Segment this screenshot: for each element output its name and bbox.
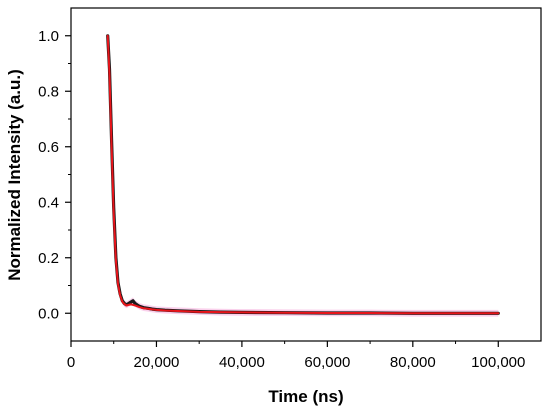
y-tick-label: 0.8 bbox=[38, 83, 59, 100]
y-axis-ticks: 0.0 0.2 0.4 0.6 0.8 1.0 bbox=[38, 28, 71, 322]
series-line-2 bbox=[106, 34, 500, 315]
y-tick-label: 0.2 bbox=[38, 250, 59, 267]
y-tick-label: 0.0 bbox=[38, 305, 59, 322]
series-layer bbox=[106, 34, 500, 315]
series-line-1 bbox=[106, 34, 500, 315]
y-axis-title: Normalized Intensity (a.u.) bbox=[5, 69, 24, 281]
y-tick-label: 1.0 bbox=[38, 28, 59, 45]
x-tick-label: 100,000 bbox=[471, 354, 525, 371]
x-tick-label: 60,000 bbox=[304, 354, 350, 371]
y-tick-label: 0.6 bbox=[38, 139, 59, 156]
x-tick-label: 40,000 bbox=[219, 354, 265, 371]
plot-frame bbox=[70, 7, 542, 342]
x-tick-label: 0 bbox=[67, 354, 75, 371]
x-axis-ticks: 0 20,000 40,000 60,000 80,000 100,000 bbox=[67, 341, 525, 371]
y-tick-label: 0.4 bbox=[38, 194, 59, 211]
x-axis-title: Time (ns) bbox=[268, 387, 343, 406]
x-tick-label: 80,000 bbox=[390, 354, 436, 371]
x-tick-label: 20,000 bbox=[134, 354, 180, 371]
